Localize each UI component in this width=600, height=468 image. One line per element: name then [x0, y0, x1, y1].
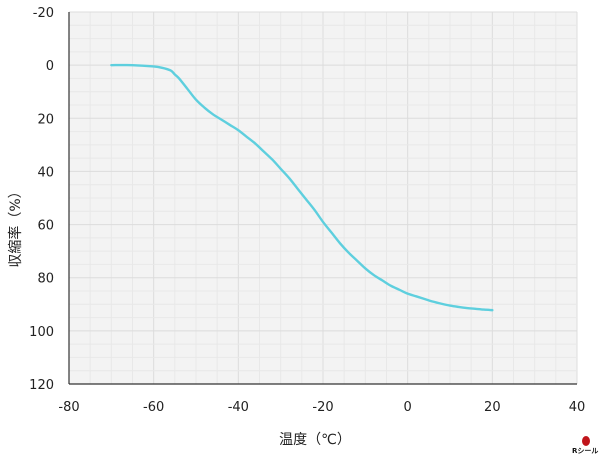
x-axis-title: 温度（℃）	[279, 432, 351, 448]
x-tick-label: -40	[228, 400, 249, 415]
y-tick-label: -20	[33, 6, 54, 21]
x-tick-label: -60	[143, 400, 164, 415]
logo-text: Rシール	[572, 447, 599, 455]
logo-mark-icon	[582, 436, 590, 446]
y-tick-label: 60	[37, 219, 54, 234]
x-tick-label: -20	[312, 400, 333, 415]
x-tick-label: 20	[484, 400, 501, 415]
y-axis-title: 収縮率（%）	[7, 184, 24, 267]
y-tick-label: 20	[37, 112, 54, 127]
y-tick-labels: -20 0 20 40 60 80 100 120	[29, 6, 54, 393]
y-tick-label: 0	[46, 59, 54, 74]
y-tick-label: 40	[37, 165, 54, 180]
grid	[68, 11, 578, 385]
x-tick-label: -80	[58, 400, 79, 415]
brand-logo: Rシール	[572, 436, 598, 464]
x-tick-labels: -80 -60 -40 -20 0 20 40	[58, 400, 585, 415]
axes	[68, 12, 577, 385]
y-tick-label: 100	[29, 325, 54, 340]
y-tick-label: 120	[29, 378, 54, 393]
x-tick-label: 40	[569, 400, 586, 415]
x-tick-label: 0	[404, 400, 412, 415]
y-tick-label: 80	[37, 272, 54, 287]
series-line	[110, 63, 494, 312]
